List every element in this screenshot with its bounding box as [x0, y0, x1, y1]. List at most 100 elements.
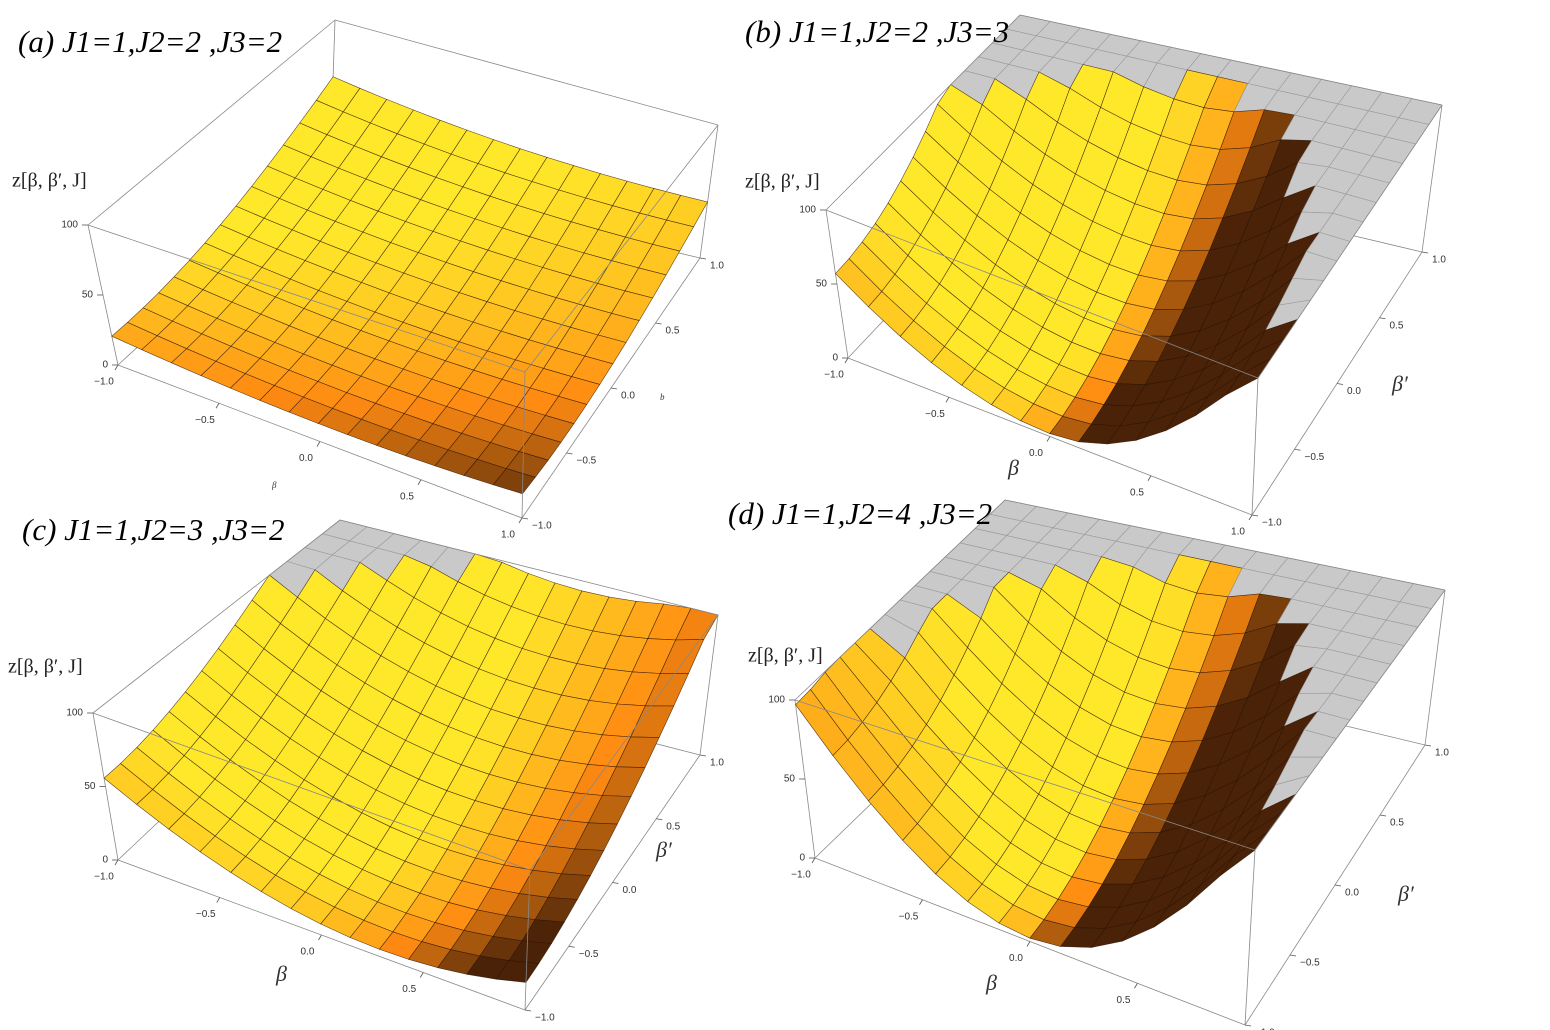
x-tick-label: 0.5 [1117, 995, 1131, 1006]
y-tick-label: 0.0 [1347, 386, 1361, 397]
box-edge [92, 712, 531, 871]
x-tick [1046, 436, 1051, 442]
y-tick [524, 1009, 532, 1012]
x-tick [811, 857, 816, 864]
surface-plot: −1.0 −0.5 0.0 0.5 1.0 −1.0 −0.5 0.0 0.5 1.0 0 50 100… [12, 19, 724, 541]
panel-title: (d) J1=1,J2=4 ,J3=2 [728, 496, 992, 531]
box-edge [825, 14, 1021, 211]
x-tick-label: 0.0 [301, 947, 315, 958]
box-edge [1257, 104, 1443, 379]
x-tick-label: −1.0 [94, 872, 114, 883]
x-tick-label: 0.5 [1130, 487, 1144, 498]
y-tick [566, 452, 573, 455]
x-tick [844, 357, 849, 364]
x-axis-label: β [1007, 455, 1019, 480]
z-axis-label: z[β, β′, J] [745, 171, 820, 193]
x-tick [318, 934, 322, 941]
y-tick-label: 0.5 [666, 326, 680, 337]
surface-patch [492, 468, 536, 495]
z-tick-label: 100 [66, 708, 83, 719]
y-tick-label: 0.0 [623, 885, 637, 896]
x-tick [417, 479, 422, 485]
x-tick-label: 0.0 [1029, 448, 1043, 459]
z-tick-label: 100 [799, 205, 816, 216]
panel-title: (b) J1=1,J2=2 ,J3=3 [745, 14, 1009, 49]
y-tick-label: 1.0 [710, 758, 724, 769]
box-edge [699, 614, 719, 756]
z-tick-label: 100 [61, 220, 78, 231]
box-edge [521, 371, 526, 519]
surface-plot: −1.0 −0.5 0.0 0.5 1.0 −1.0 −0.5 0.0 0.5 1.0 0 50 100… [745, 14, 1446, 538]
box-edge [699, 124, 719, 259]
x-tick-label: 0.5 [400, 491, 414, 502]
box-edge [1251, 377, 1259, 516]
y-tick [521, 517, 529, 520]
z-tick-label: 0 [102, 855, 108, 866]
z-tick-label: 50 [82, 290, 94, 301]
box-edge [1254, 589, 1446, 851]
y-axis-label: β′ [1397, 881, 1415, 906]
y-tick [1379, 814, 1387, 817]
y-tick-label: 1.0 [1432, 255, 1446, 266]
x-tick-label: 0.5 [402, 984, 416, 995]
x-tick-label: −0.5 [195, 415, 215, 426]
y-tick-label: −0.5 [1300, 958, 1320, 969]
surface [795, 499, 1446, 948]
surface [835, 14, 1443, 445]
y-axis-label: β′ [1391, 371, 1409, 396]
y-tick [1244, 1024, 1252, 1027]
x-tick [1134, 983, 1138, 989]
y-tick-label: −0.5 [577, 456, 597, 467]
box-edge [794, 499, 1006, 701]
z-tick-label: 50 [84, 781, 96, 792]
y-tick-label: −0.5 [1305, 452, 1325, 463]
panel-title: (c) J1=1,J2=3 ,J3=2 [22, 512, 284, 547]
y-tick-label: 0.0 [1345, 888, 1359, 899]
x-tick [945, 397, 950, 403]
box-edge [529, 614, 719, 871]
z-axis-label: z[β, β′, J] [12, 170, 87, 192]
box-edge [1004, 499, 1446, 591]
x-tick [1026, 941, 1031, 947]
y-tick [699, 754, 707, 757]
x-tick-label: 0.0 [299, 453, 313, 464]
x-axis-label: β [275, 961, 287, 986]
x-tick [1248, 514, 1253, 521]
box-edge [92, 519, 341, 714]
y-tick-label: 1.0 [1435, 748, 1449, 759]
y-tick [656, 818, 663, 821]
y-tick [655, 322, 662, 325]
y-tick-label: −1.0 [535, 1013, 555, 1024]
box-edge [87, 224, 526, 373]
y-tick [568, 945, 575, 948]
x-tick [216, 897, 221, 903]
x-tick-label: −1.0 [94, 377, 114, 388]
z-tick-label: 0 [102, 360, 108, 371]
y-axis-label: b [660, 392, 665, 402]
surface-patch [495, 960, 540, 983]
x-tick-label: 1.0 [501, 530, 515, 541]
y-tick [1294, 448, 1301, 451]
y-tick-label: 0.5 [1390, 320, 1404, 331]
surface-plot: −1.0 −0.5 0.0 0.5 −1.0 −0.5 0.0 0.5 1.0 0 50 100 (d)… [728, 496, 1449, 1030]
y-tick [699, 257, 707, 260]
y-tick [1289, 954, 1297, 957]
x-tick-label: −1.0 [824, 370, 844, 381]
x-tick [919, 899, 923, 905]
z-axis-label: z[β, β′, J] [8, 656, 83, 678]
y-tick-label: 0.5 [666, 821, 680, 832]
box-edge [794, 699, 1256, 851]
x-tick-label: 0.0 [1009, 953, 1023, 964]
y-tick [1379, 317, 1386, 320]
z-tick-label: 50 [816, 279, 828, 290]
y-tick [1334, 884, 1342, 887]
y-tick [1336, 383, 1344, 385]
x-tick [316, 441, 321, 447]
x-tick-label: −0.5 [925, 409, 945, 420]
z-tick-label: 50 [784, 774, 796, 785]
y-axis-label: β′ [655, 837, 673, 862]
box-edge [87, 19, 336, 226]
y-tick [1424, 744, 1432, 747]
x-tick [215, 403, 220, 409]
